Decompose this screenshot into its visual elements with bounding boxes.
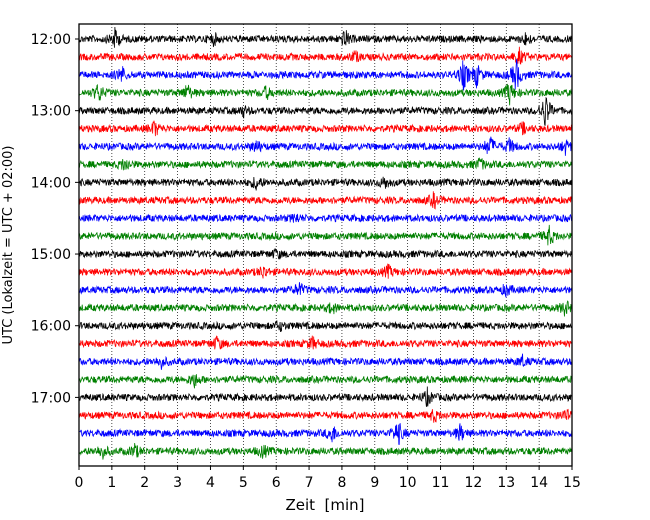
trace-row-1730 (78, 422, 573, 445)
trace-row-1215 (78, 46, 573, 65)
x-tick-label: 1 (107, 475, 116, 491)
x-tick-label: 8 (337, 475, 346, 491)
trace-row-1630 (78, 353, 573, 370)
trace-row-1715 (78, 408, 573, 423)
trace-row-1300 (78, 96, 573, 126)
y-tick-label: 17:00 (31, 390, 71, 406)
x-tick-label: 11 (432, 475, 450, 491)
trace-row-1745 (78, 442, 573, 460)
plot-background (79, 24, 572, 466)
trace-rows (78, 26, 573, 460)
trace-row-1330 (78, 136, 573, 156)
x-tick-label: 9 (370, 475, 379, 491)
y-tick-label: 14:00 (31, 175, 71, 191)
trace-row-1500 (78, 248, 573, 260)
trace-row-1315 (78, 120, 573, 137)
x-tick-label: 13 (497, 475, 515, 491)
x-tick-label: 14 (530, 475, 548, 491)
trace-row-1430 (78, 213, 573, 223)
x-axis: 0 1 2 3 4 5 6 7 8 9 10 11 12 13 14 15 (75, 466, 581, 491)
x-tick-label: 0 (75, 475, 84, 491)
x-tick-label: 2 (140, 475, 149, 491)
x-tick-label: 15 (563, 475, 581, 491)
trace-row-1515 (78, 263, 573, 279)
y-tick-label: 15:00 (31, 247, 71, 263)
trace-row-1615 (78, 335, 573, 350)
trace-row-1400 (78, 176, 573, 191)
y-axis: 12:00 13:00 14:00 15:00 16:00 17:00 (31, 32, 79, 406)
trace-row-1700 (78, 386, 573, 407)
x-axis-label: Zeit [min] (285, 496, 364, 514)
trace-row-1415 (78, 191, 573, 210)
trace-row-1445 (78, 224, 573, 246)
y-tick-label: 13:00 (31, 104, 71, 120)
plot-frame (78, 23, 573, 467)
trace-row-1530 (78, 282, 573, 299)
trace-row-1545 (78, 300, 573, 317)
trace-row-1645 (78, 374, 573, 389)
x-tick-label: 10 (399, 475, 417, 491)
trace-row-1245 (78, 83, 573, 106)
trace-row-1230 (78, 59, 573, 91)
x-tick-label: 4 (206, 475, 215, 491)
x-tick-label: 6 (272, 475, 281, 491)
x-tick-label: 7 (305, 475, 314, 491)
y-axis-label: UTC (Lokalzeit = UTC + 02:00) (1, 146, 16, 345)
trace-row-1600 (78, 320, 573, 333)
trace-row-1345 (78, 157, 573, 171)
x-tick-label: 5 (239, 475, 248, 491)
x-tick-label: 3 (173, 475, 182, 491)
y-tick-label: 16:00 (31, 319, 71, 335)
y-tick-label: 12:00 (31, 32, 71, 48)
x-tick-label: 12 (464, 475, 482, 491)
trace-row-1200 (78, 26, 573, 48)
